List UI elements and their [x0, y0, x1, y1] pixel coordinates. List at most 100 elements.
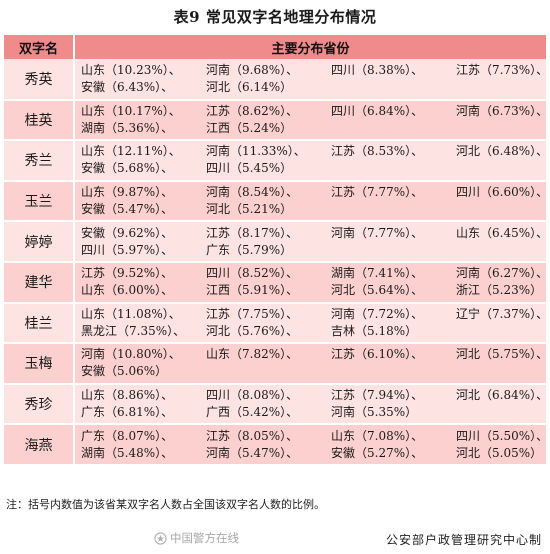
- distribution-cell: 山东（12.11%）、 河南（11.33%）、 江苏（8.53%）、 河北（6.48%…: [74, 140, 548, 182]
- province-share: 四川（5.97%）、: [81, 242, 174, 257]
- province-share: 四川（8.38%）、: [331, 62, 424, 77]
- distribution-cell: 安徽（9.62%）、 江苏（8.17%）、 河南（7.77%）、 山东（6.45%）、…: [74, 221, 548, 263]
- given-name-cell: 海燕: [4, 424, 75, 466]
- province-share: 河北（5.64%）、: [331, 283, 424, 298]
- distribution-line: 山东（10.23%）、 河南（9.68%）、 四川（8.38%）、 江苏（7.73%）…: [81, 62, 548, 79]
- province-share: 河北（5.76%）、: [206, 323, 299, 338]
- table-row: 建华 江苏（9.52%）、 四川（8.52%）、 湖南（7.41%）、 河南（6.27%…: [4, 261, 548, 304]
- distribution-line: 安徽（6.43%）、 河北（6.14%）: [81, 79, 546, 96]
- table-header-row: 双字名 主要分布省份: [4, 35, 546, 59]
- province-share: 山东（8.86%）、: [81, 388, 174, 403]
- distribution-line: 山东（8.86%）、 四川（8.08%）、 江苏（7.94%）、 河北（6.84%）、: [81, 387, 548, 404]
- province-share: 四川（5.45%）: [206, 161, 293, 176]
- given-name-cell: 秀英: [4, 59, 75, 101]
- distribution-cell: 广东（8.07%）、 江苏（8.05%）、 山东（7.08%）、 四川（5.50%）、…: [74, 424, 548, 466]
- province-share: 河南（6.73%）、: [456, 103, 549, 118]
- distribution-line: 安徽（5.68%）、 四川（5.45%）: [81, 160, 546, 177]
- watermark-text: 中国警方在线: [170, 531, 239, 545]
- distribution-cell: 山东（8.86%）、 四川（8.08%）、 江苏（7.94%）、 河北（6.84%）、…: [74, 383, 548, 426]
- province-share: 辽宁（7.37%）、: [456, 306, 549, 321]
- province-share: 广东（6.81%）、: [81, 405, 174, 420]
- province-share: 河南（7.72%）、: [331, 306, 424, 321]
- province-share: 湖南（7.41%）、: [331, 266, 424, 281]
- given-name-cell: 玉兰: [4, 180, 75, 223]
- distribution-cell: 江苏（9.52%）、 四川（8.52%）、 湖南（7.41%）、 河南（6.27%）、…: [74, 261, 548, 304]
- province-share: 河北（6.14%）: [206, 79, 293, 94]
- table-row: 玉梅 河南（10.80%）、 山东（7.82%）、 江苏（6.10%）、 河北（5.75…: [4, 343, 548, 385]
- province-share: 江苏（9.52%）、: [81, 266, 174, 281]
- province-share: 四川（5.50%）、: [456, 428, 549, 443]
- province-share: 安徽（6.43%）、: [81, 79, 174, 94]
- province-share: 黑龙江（7.35%）、: [81, 323, 186, 338]
- table-row: 桂英 山东（10.17%）、 江苏（8.62%）、 四川（6.84%）、 河南（6.73…: [4, 99, 548, 142]
- province-share: 河北（5.05%）: [456, 445, 543, 460]
- province-share: 河南（11.33%）、: [206, 144, 306, 159]
- distribution-line: 安徽（9.62%）、 江苏（8.17%）、 河南（7.77%）、 山东（6.45%）、: [81, 225, 548, 242]
- province-share: 山东（10.23%）、: [81, 62, 181, 77]
- province-share: 四川（8.08%）、: [206, 388, 299, 403]
- distribution-line: 湖南（5.48%）、 河南（5.47%）、 安徽（5.27%）、 河北（5.05%）: [81, 445, 546, 462]
- given-name-cell: 秀珍: [4, 383, 75, 426]
- province-share: 河南（5.47%）、: [206, 445, 299, 460]
- header-distribution-column: 主要分布省份: [74, 35, 546, 59]
- province-share: 河南（8.54%）、: [206, 185, 299, 200]
- province-share: 江苏（8.62%）、: [206, 103, 299, 118]
- province-share: 江苏（6.10%）、: [331, 347, 424, 362]
- province-share: 河南（9.68%）、: [206, 62, 299, 77]
- given-name-cell: 桂兰: [4, 302, 75, 345]
- table-row: 玉兰 山东（9.87%）、 河南（8.54%）、 江苏（7.77%）、 四川（6.60%…: [4, 180, 548, 223]
- province-share: 江苏（7.75%）、: [206, 306, 299, 321]
- province-share: 广东（8.07%）、: [81, 428, 174, 443]
- province-share: 山东（12.11%）、: [81, 144, 181, 159]
- province-share: 河南（6.27%）、: [456, 266, 549, 281]
- province-share: 江苏（7.77%）、: [331, 185, 424, 200]
- table-row: 秀英 山东（10.23%）、 河南（9.68%）、 四川（8.38%）、 江苏（7.73…: [4, 59, 548, 101]
- footnote: 注：括号内数值为该省某双字名人数占全国该双字名人数的比例。: [6, 498, 325, 511]
- province-share: 安徽（5.27%）、: [331, 445, 424, 460]
- distribution-line: 黑龙江（7.35%）、 河北（5.76%）、 吉林（5.18%）: [81, 323, 546, 340]
- province-share: 山东（9.87%）、: [81, 185, 174, 200]
- province-share: 吉林（5.18%）: [331, 323, 418, 338]
- distribution-cell: 山东（9.87%）、 河南（8.54%）、 江苏（7.77%）、 四川（6.60%）、…: [74, 180, 548, 223]
- distribution-line: 广东（6.81%）、 广西（5.42%）、 河南（5.35%）: [81, 404, 546, 421]
- province-share: 河北（6.84%）、: [456, 388, 549, 403]
- distribution-line: 山东（10.17%）、 江苏（8.62%）、 四川（6.84%）、 河南（6.73%）…: [81, 103, 548, 120]
- province-share: 江苏（7.73%）、: [456, 62, 549, 77]
- province-share: 山东（10.17%）、: [81, 103, 181, 118]
- province-share: 河南（5.35%）: [331, 405, 418, 420]
- given-name-cell: 婷婷: [4, 221, 75, 263]
- province-share: 江苏（8.05%）、: [206, 428, 299, 443]
- table-row: 秀兰 山东（12.11%）、 河南（11.33%）、 江苏（8.53%）、 河北（6.4…: [4, 140, 548, 182]
- province-share: 四川（6.84%）、: [331, 103, 424, 118]
- table-row: 桂兰 山东（11.08%）、 江苏（7.75%）、 河南（7.72%）、 辽宁（7.37…: [4, 302, 548, 345]
- table-row: 秀珍 山东（8.86%）、 四川（8.08%）、 江苏（7.94%）、 河北（6.84%…: [4, 383, 548, 426]
- province-share: 广东（5.79%）: [206, 242, 293, 257]
- province-share: 四川（6.60%）、: [456, 185, 549, 200]
- given-name-cell: 桂英: [4, 99, 75, 142]
- province-share: 湖南（5.36%）、: [81, 120, 174, 135]
- table-row: 海燕 广东（8.07%）、 江苏（8.05%）、 山东（7.08%）、 四川（5.50%…: [4, 424, 548, 466]
- distribution-line: 山东（6.00%）、 江西（5.91%）、 河北（5.64%）、 浙江（5.23%）: [81, 282, 546, 299]
- province-share: 山东（7.08%）、: [331, 428, 424, 443]
- province-share: 河南（10.80%）、: [81, 347, 181, 362]
- distribution-line: 山东（12.11%）、 河南（11.33%）、 江苏（8.53%）、 河北（6.48%…: [81, 143, 548, 160]
- distribution-line: 河南（10.80%）、 山东（7.82%）、 江苏（6.10%）、 河北（5.75%）…: [81, 346, 548, 363]
- province-share: 河南（7.77%）、: [331, 225, 424, 240]
- table-body: 秀英 山东（10.23%）、 河南（9.68%）、 四川（8.38%）、 江苏（7.73…: [4, 59, 548, 466]
- distribution-line: 湖南（5.36%）、 江西（5.24%）: [81, 120, 546, 137]
- province-share: 广西（5.42%）、: [206, 405, 299, 420]
- distribution-line: 四川（5.97%）、 广东（5.79%）: [81, 242, 546, 259]
- distribution-line: 广东（8.07%）、 江苏（8.05%）、 山东（7.08%）、 四川（5.50%）、: [81, 428, 548, 445]
- province-share: 浙江（5.23%）: [456, 283, 543, 298]
- province-share: 安徽（9.62%）、: [81, 225, 174, 240]
- given-name-cell: 秀兰: [4, 140, 75, 182]
- table-title: 表9 常见双字名地理分布情况: [173, 8, 377, 26]
- province-share: 河北（6.48%）、: [456, 144, 549, 159]
- province-share: 江苏（8.53%）、: [331, 144, 424, 159]
- table-row: 婷婷 安徽（9.62%）、 江苏（8.17%）、 河南（7.77%）、 山东（6.45%…: [4, 221, 548, 263]
- distribution-line: 山东（11.08%）、 江苏（7.75%）、 河南（7.72%）、 辽宁（7.37%）…: [81, 306, 548, 323]
- province-share: 江苏（8.17%）、: [206, 225, 299, 240]
- province-share: 山东（6.45%）、: [456, 225, 549, 240]
- given-name-cell: 建华: [4, 261, 75, 304]
- province-share: 安徽（5.47%）、: [81, 202, 174, 217]
